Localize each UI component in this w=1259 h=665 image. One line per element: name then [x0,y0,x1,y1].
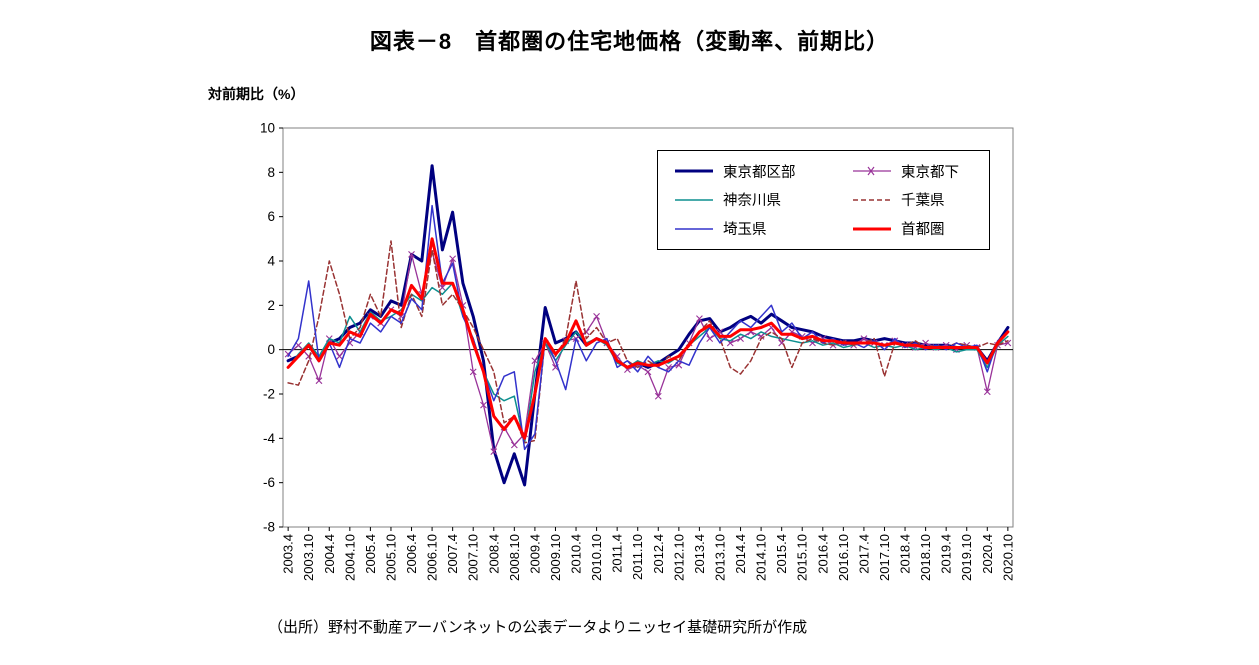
x-marker [706,335,714,342]
legend-item-東京都区部: 東京都区部 [674,161,852,182]
x-tick-label: 2018.10 [918,534,933,581]
source-note: （出所）野村不動産アーバンネットの公表データよりニッセイ基礎研究所が作成 [268,619,808,636]
x-marker [1004,339,1012,347]
legend-label: 東京都下 [901,164,959,181]
y-tick-label: 2 [267,298,275,313]
x-marker [295,341,302,349]
x-tick-label: 2010.4 [569,534,584,574]
x-tick-label: 2005.4 [363,534,378,574]
x-marker [480,401,487,409]
x-tick-label: 2004.10 [342,534,357,581]
legend-item-埼玉県: 埼玉県 [674,218,852,239]
x-marker [531,357,539,365]
x-marker [644,368,652,376]
x-marker [315,377,323,385]
legend-label: 千葉県 [901,193,945,210]
x-tick-label: 2011.4 [610,534,625,573]
legend-label: 神奈川県 [723,193,781,210]
x-marker [510,441,518,449]
x-marker [675,361,683,369]
y-tick-label: 10 [260,121,275,136]
x-marker [469,368,477,376]
x-marker [593,313,600,320]
legend-line-sample [675,227,713,230]
x-marker [922,339,929,347]
x-tick-label: 2012.10 [671,534,686,581]
x-tick-label: 2007.4 [445,534,460,574]
y-tick-label: -4 [263,431,275,446]
x-tick-label: 2003.10 [301,534,316,581]
y-tick-label: 8 [267,165,275,180]
x-tick-label: 2009.10 [548,534,563,581]
x-marker [778,339,786,347]
x-tick-label: 2016.10 [836,534,851,581]
legend-line-sample [853,166,891,176]
x-marker [336,352,343,360]
legend-line-sample [853,227,891,231]
series-line-首都圏 [286,237,1010,440]
legend-label: 埼玉県 [723,222,767,239]
y-tick-label: 6 [267,209,275,224]
x-tick-label: 2013.10 [712,534,727,581]
x-tick-label: 2019.10 [959,534,974,581]
x-tick-label: 2011.10 [630,534,645,580]
x-tick-label: 2020.4 [980,534,995,574]
x-tick-label: 2017.4 [856,534,871,574]
legend-label: 東京都区部 [723,164,796,181]
x-tick-label: 2015.4 [774,534,789,574]
x-tick-label: 2008.10 [507,534,522,581]
x-tick-label: 2006.10 [425,534,440,581]
x-tick-label: 2003.4 [281,534,296,574]
x-tick-label: 2019.4 [939,534,954,574]
x-marker [449,255,457,263]
x-tick-label: 2018.4 [898,534,913,574]
x-tick-label: 2008.4 [486,534,501,574]
x-marker [726,339,734,347]
y-axis-unit-label: 対前期比（%） [208,86,305,102]
x-tick-label: 2014.4 [733,534,748,574]
x-tick-label: 2006.4 [404,534,419,574]
x-tick-label: 2009.4 [527,534,542,574]
legend-line-sample [853,199,891,201]
legend-item-首都圏: 首都圏 [852,218,989,239]
x-tick-label: 2017.10 [877,534,892,581]
y-tick-label: 4 [267,254,275,269]
legend-x-marker [867,166,875,176]
x-tick-label: 2010.10 [589,534,604,581]
x-tick-label: 2020.10 [1000,534,1015,581]
x-marker [737,335,744,342]
y-tick-label: -2 [263,387,275,402]
legend-item-千葉県: 千葉県 [852,189,989,210]
x-marker [397,313,405,320]
x-marker [654,392,662,400]
x-marker [665,364,672,371]
x-marker [582,328,590,336]
y-tick-label: 0 [267,342,275,357]
y-tick-label: -6 [263,475,275,490]
x-tick-label: 2007.10 [466,534,481,581]
x-marker [408,250,415,258]
x-tick-label: 2004.4 [322,534,337,574]
chart-title: 図表－8 首都圏の住宅地価格（変動率、前期比） [369,29,890,54]
x-tick-label: 2015.10 [795,534,810,581]
x-marker [757,332,765,340]
chart-legend: 東京都区部 東京都下神奈川県 千葉県埼玉県 首都圏 [657,150,990,250]
legend-item-東京都下: 東京都下 [852,161,989,182]
x-marker [438,284,446,291]
x-marker [490,448,498,456]
x-marker [860,335,868,342]
legend-label: 首都圏 [901,222,945,239]
x-marker [983,388,991,396]
x-tick-label: 2016.4 [815,534,830,574]
x-tick-label: 2014.10 [754,534,769,581]
y-tick-label: -8 [263,520,275,535]
x-tick-label: 2005.10 [383,534,398,581]
x-tick-label: 2012.4 [651,534,666,574]
legend-line-sample [675,199,713,201]
legend-item-神奈川県: 神奈川県 [674,189,852,210]
legend-line-sample [675,169,713,173]
x-tick-label: 2013.4 [692,534,707,574]
x-marker [696,315,703,323]
